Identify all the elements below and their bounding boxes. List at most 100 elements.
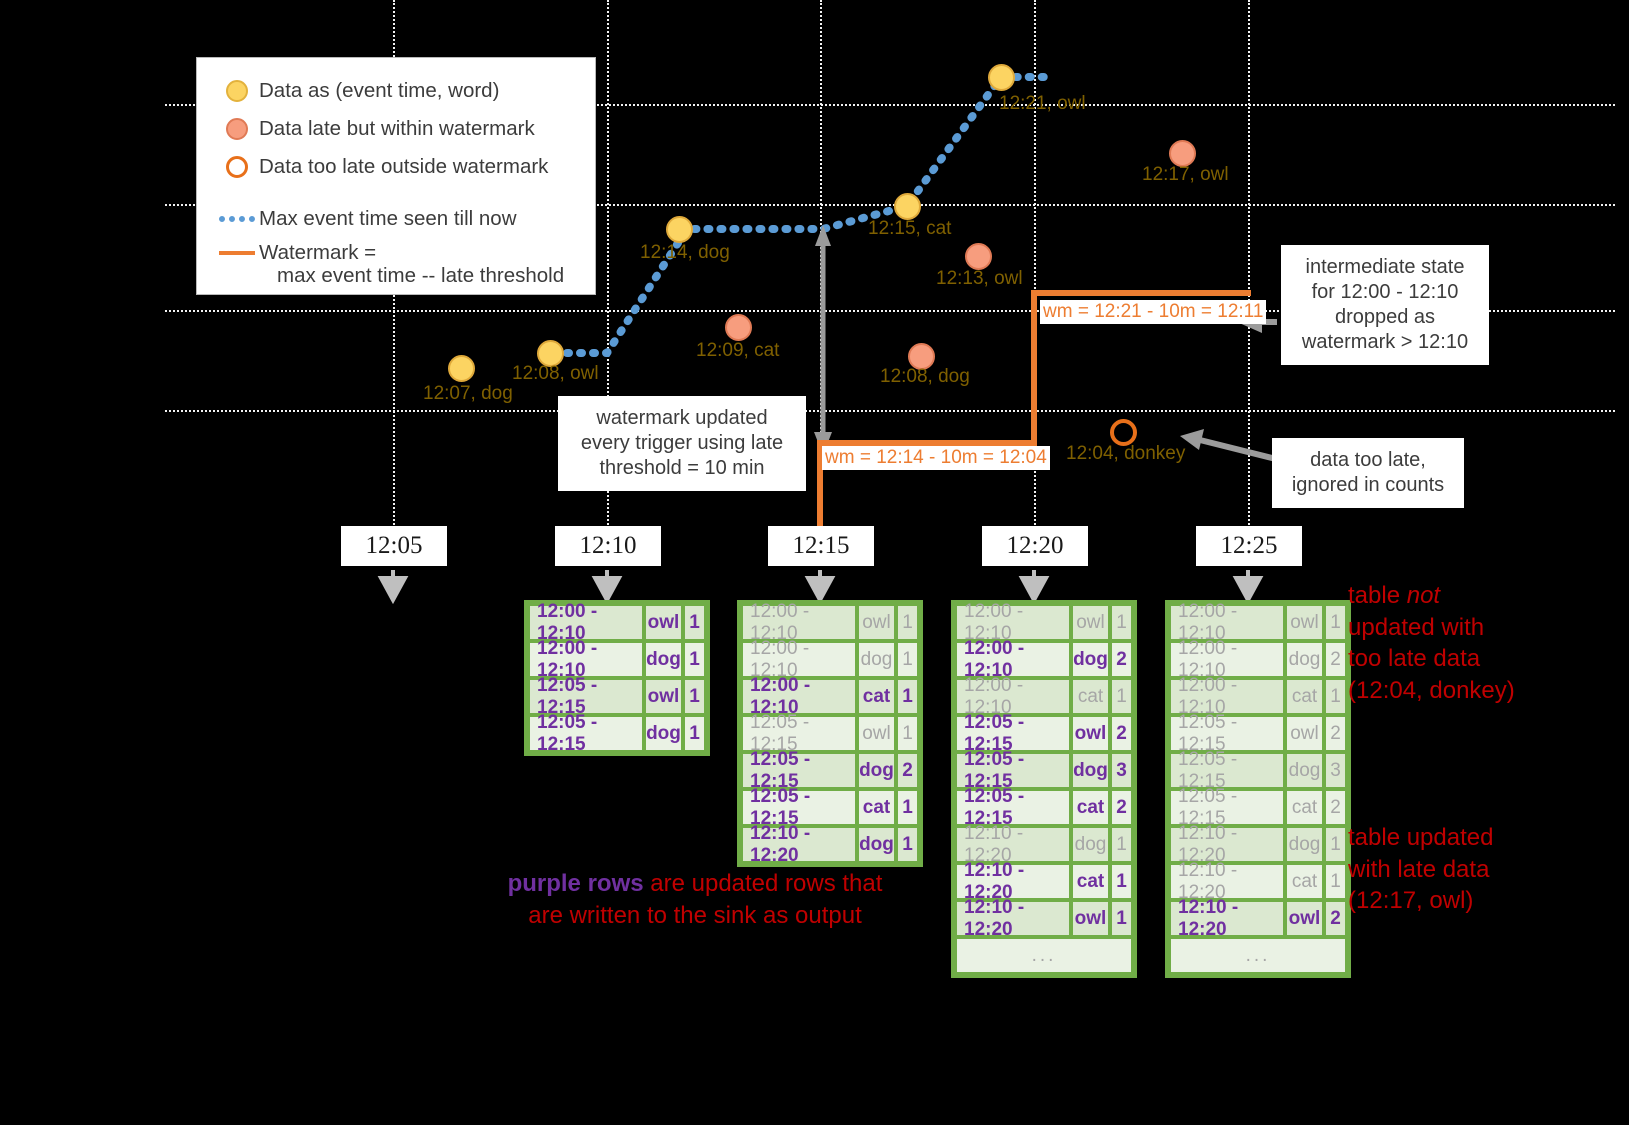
legend-item-watermark: Watermark = bbox=[215, 238, 595, 268]
note-emphasis: not bbox=[1406, 582, 1441, 609]
cell-count: 2 bbox=[1110, 641, 1133, 678]
cell-word: owl bbox=[857, 715, 896, 752]
callout-intermediate-state: intermediate state for 12:00 - 12:10 dro… bbox=[1281, 245, 1489, 365]
legend-item-too-late: Data too late outside watermark bbox=[215, 148, 595, 186]
data-point-1213-owl bbox=[965, 243, 992, 270]
table-row: 12:10 - 12:20 owl 2 bbox=[1169, 897, 1347, 940]
cell-count: 1 bbox=[896, 826, 919, 863]
table-row: 12:05 - 12:15 cat 1 bbox=[741, 786, 919, 829]
data-point-1208-dog bbox=[908, 343, 935, 370]
watermark-step-horizontal-1 bbox=[817, 440, 1037, 446]
cell-count: 1 bbox=[683, 604, 706, 641]
data-point-label: 12:21, owl bbox=[999, 93, 1086, 114]
cell-window: 12:10 - 12:20 bbox=[1169, 897, 1285, 940]
table-row: 12:00 - 12:10 dog 2 bbox=[955, 638, 1133, 681]
result-table-1215: 12:00 - 12:10 owl 1 12:00 - 12:10 dog 1 12:00 … bbox=[737, 600, 923, 867]
table-row: 12:10 - 12:20 dog 1 bbox=[1169, 823, 1347, 866]
cell-count: 3 bbox=[1110, 752, 1133, 789]
cell-window: 12:00 - 12:10 bbox=[528, 601, 644, 644]
cell-word: cat bbox=[1285, 863, 1324, 900]
table-row: 12:00 - 12:10 owl 1 bbox=[1169, 601, 1347, 644]
cell-count: 1 bbox=[1110, 678, 1133, 715]
table-row: 12:00 - 12:10 owl 1 bbox=[741, 601, 919, 644]
trigger-arrow-head bbox=[1232, 576, 1264, 605]
cell-word: dog bbox=[1071, 641, 1110, 678]
cell-word: cat bbox=[1285, 789, 1324, 826]
cell-word: dog bbox=[857, 752, 896, 789]
table-row: 12:00 - 12:10 dog 1 bbox=[741, 638, 919, 681]
cell-count: 1 bbox=[896, 715, 919, 752]
table-row: 12:05 - 12:15 owl 1 bbox=[741, 712, 919, 755]
legend-item-late-within: Data late but within watermark bbox=[215, 110, 595, 148]
legend-label: Max event time seen till now bbox=[259, 207, 517, 230]
cell-word: cat bbox=[1071, 678, 1110, 715]
caption-purple-text: purple rows bbox=[507, 870, 644, 897]
callout-line: for 12:00 - 12:10 bbox=[1311, 281, 1459, 303]
cell-count: 1 bbox=[896, 789, 919, 826]
cell-word: dog bbox=[1285, 641, 1324, 678]
cell-window: 12:10 - 12:20 bbox=[955, 823, 1071, 866]
cell-window: 12:00 - 12:10 bbox=[1169, 638, 1285, 681]
trigger-arrow-head bbox=[591, 576, 623, 605]
result-table-1225: 12:00 - 12:10 owl 1 12:00 - 12:10 dog 2 12:00 … bbox=[1165, 600, 1351, 978]
result-table-1210: 12:00 - 12:10 owl 1 12:00 - 12:10 dog 1 12:05 … bbox=[524, 600, 710, 756]
callout-line: threshold = 10 min bbox=[599, 457, 765, 479]
cell-word: dog bbox=[857, 641, 896, 678]
cell-word: dog bbox=[857, 826, 896, 863]
cell-count: 1 bbox=[1110, 900, 1133, 937]
cell-count: 2 bbox=[1324, 789, 1347, 826]
table-row: 12:05 - 12:15 dog 2 bbox=[741, 749, 919, 792]
trigger-time-1205: 12:05 bbox=[341, 526, 447, 566]
cell-ellipsis: ... bbox=[1169, 937, 1347, 974]
data-point-1207-dog bbox=[448, 355, 475, 382]
data-point-label: 12:17, owl bbox=[1142, 164, 1229, 185]
cell-count: 2 bbox=[1110, 715, 1133, 752]
callout-line: watermark updated bbox=[596, 407, 768, 429]
watermark-step-vertical-2 bbox=[1031, 290, 1037, 446]
table-row: 12:10 - 12:20 cat 1 bbox=[955, 860, 1133, 903]
data-point-label: 12:15, cat bbox=[868, 218, 952, 239]
cell-window: 12:10 - 12:20 bbox=[1169, 860, 1285, 903]
data-point-label: 12:04, donkey bbox=[1066, 443, 1186, 464]
legend-label: Watermark = bbox=[259, 241, 377, 264]
table-row: 12:05 - 12:15 cat 2 bbox=[955, 786, 1133, 829]
data-point-1215-cat bbox=[894, 193, 921, 220]
cell-count: 1 bbox=[1324, 678, 1347, 715]
cell-word: dog bbox=[644, 715, 683, 752]
cell-count: 1 bbox=[1110, 863, 1133, 900]
cell-window: 12:05 - 12:15 bbox=[741, 786, 857, 829]
table-row: 12:05 - 12:15 owl 1 bbox=[528, 675, 706, 718]
trigger-arrow-head bbox=[1018, 576, 1050, 605]
table-row: 12:05 - 12:15 cat 2 bbox=[1169, 786, 1347, 829]
note-not-updated: table not updated with too late data (12… bbox=[1348, 580, 1515, 707]
callout-line: intermediate state bbox=[1305, 256, 1465, 278]
callout-line: data too late, bbox=[1310, 449, 1426, 471]
table-row: 12:00 - 12:10 cat 1 bbox=[741, 675, 919, 718]
callout-line: dropped as bbox=[1334, 306, 1436, 328]
cell-window: 12:05 - 12:15 bbox=[1169, 786, 1285, 829]
filled-yellow-circle-icon bbox=[215, 80, 259, 102]
table-row: 12:10 - 12:20 cat 1 bbox=[1169, 860, 1347, 903]
gridline-horizontal bbox=[165, 410, 1615, 412]
blue-dotted-line-icon bbox=[215, 216, 259, 222]
cell-count: 1 bbox=[1324, 604, 1347, 641]
callout-data-too-late: data too late, ignored in counts bbox=[1272, 438, 1464, 508]
filled-orange-circle-icon bbox=[215, 118, 259, 140]
note-line: updated with bbox=[1348, 613, 1485, 641]
cell-word: dog bbox=[644, 641, 683, 678]
cell-word: cat bbox=[1071, 789, 1110, 826]
cell-word: owl bbox=[644, 604, 683, 641]
cell-count: 2 bbox=[1324, 900, 1347, 937]
watermark-step-horizontal-2 bbox=[1031, 290, 1251, 296]
legend-label: Data as (event time, word) bbox=[259, 79, 500, 102]
table-row: 12:05 - 12:15 dog 1 bbox=[528, 712, 706, 755]
cell-word: owl bbox=[857, 604, 896, 641]
orange-solid-line-icon bbox=[215, 251, 259, 255]
cell-window: 12:10 - 12:20 bbox=[955, 860, 1071, 903]
data-point-label: 12:09, cat bbox=[696, 340, 780, 361]
cell-word: owl bbox=[1071, 604, 1110, 641]
data-point-label: 12:08, dog bbox=[880, 366, 970, 387]
cell-word: dog bbox=[1285, 752, 1324, 789]
cell-window: 12:00 - 12:10 bbox=[1169, 601, 1285, 644]
trigger-time-1215: 12:15 bbox=[768, 526, 874, 566]
